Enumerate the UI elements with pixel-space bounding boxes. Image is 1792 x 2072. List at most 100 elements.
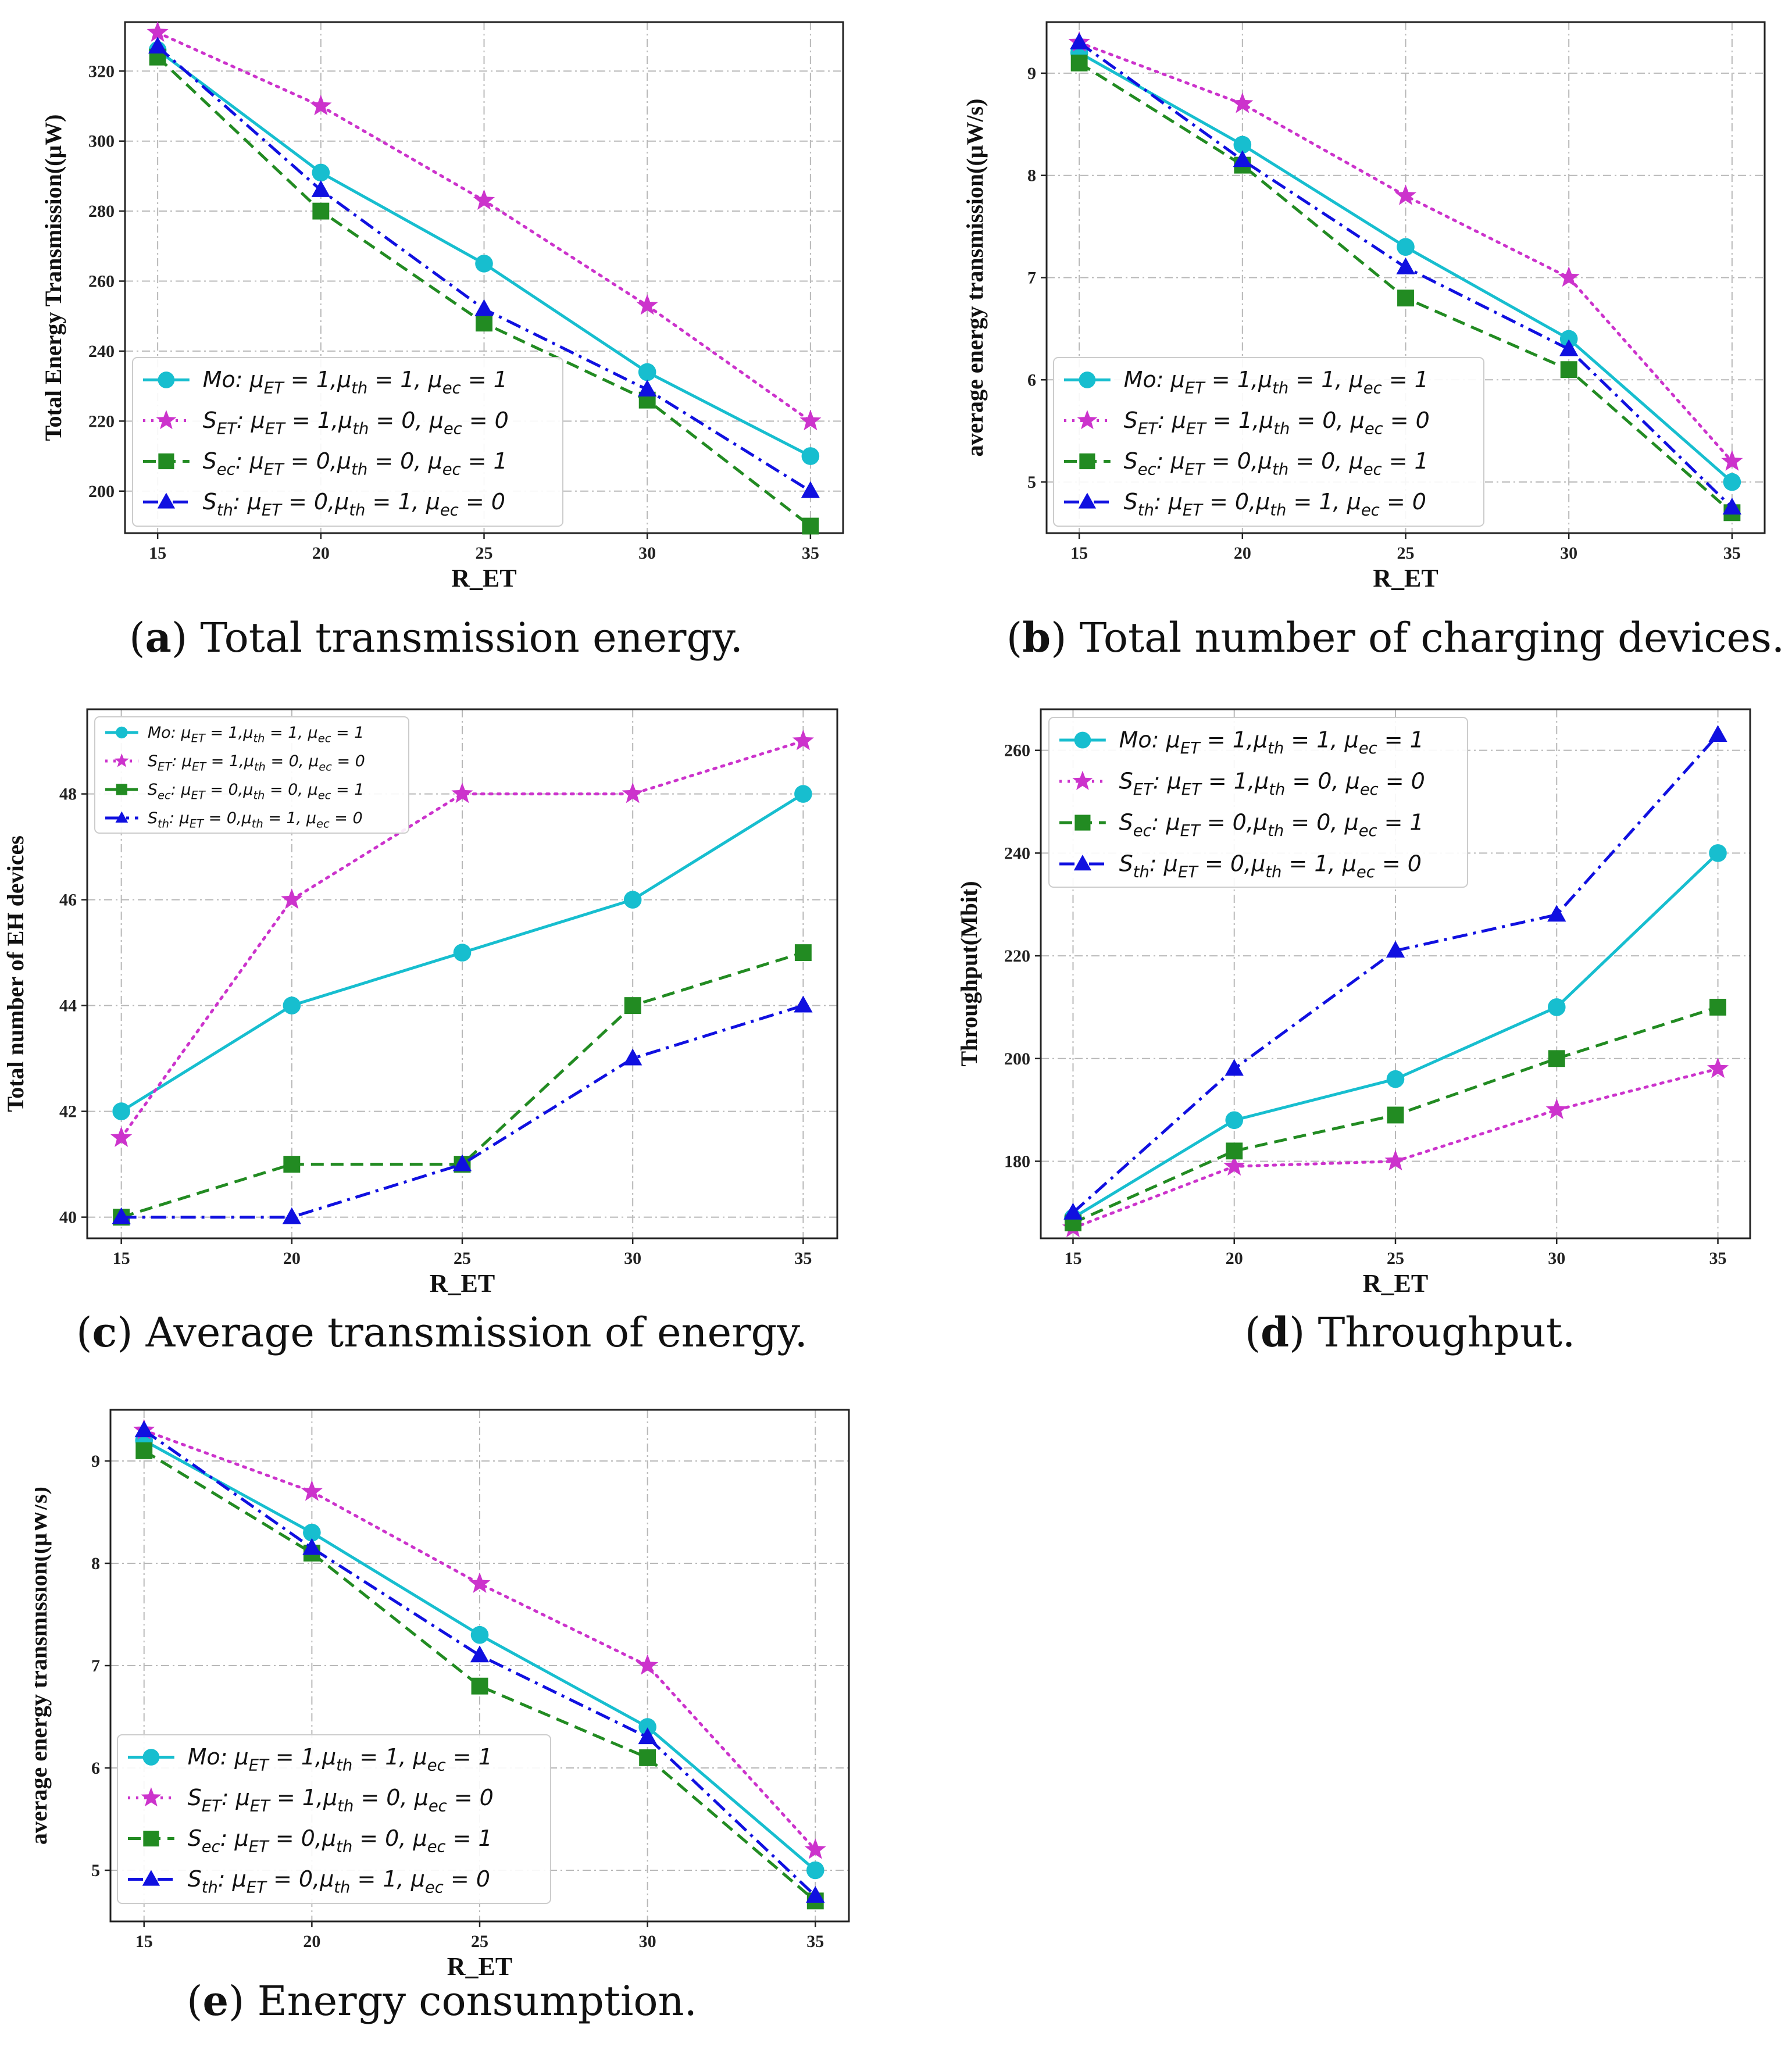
data-point xyxy=(476,315,492,332)
x-tick-label: 35 xyxy=(806,1932,824,1951)
data-point xyxy=(1397,238,1415,256)
legend-label: SET: μET = 1,μth = 0, μec = 0 xyxy=(148,752,365,774)
data-point xyxy=(148,37,167,54)
subplot-d: 15 20 25 30 35 180 200 220 240 260 R_ET Throughput(… xyxy=(907,686,1792,1314)
data-point xyxy=(282,1207,301,1224)
data-point xyxy=(804,1838,826,1859)
legend-label: Mo: μET = 1,μth = 1, μec = 1 xyxy=(148,724,364,745)
x-tick-label: 20 xyxy=(1234,544,1251,563)
caption-e: (e) Energy consumption. xyxy=(187,1977,697,2025)
y-axis-label: Throughput(Mbit) xyxy=(956,881,982,1066)
legend-marker xyxy=(1078,492,1097,509)
caption-c: (c) Average transmission of energy. xyxy=(76,1308,808,1356)
data-point xyxy=(283,996,301,1014)
y-tick-label: 46 xyxy=(59,891,77,910)
caption-letter: e xyxy=(202,1977,229,2025)
subplot-c: 15 20 25 30 35 40 42 44 46 48 R_ET Total number of … xyxy=(0,686,872,1314)
data-point xyxy=(801,481,820,498)
data-point xyxy=(1548,1050,1565,1067)
x-tick-label: 20 xyxy=(312,544,330,563)
data-point xyxy=(473,189,495,210)
data-point xyxy=(1070,54,1088,72)
y-tick-label: 9 xyxy=(91,1452,100,1471)
legend-label: Sec: μET = 0,μth = 0, μec = 1 xyxy=(188,1825,492,1856)
legend: Mo: μET = 1,μth = 1, μec = 1 SET: μET = 1… xyxy=(1048,717,1468,888)
data-point xyxy=(806,1861,824,1880)
series-2 xyxy=(149,48,819,535)
x-tick-label: 35 xyxy=(1709,1249,1727,1268)
x-tick-label: 30 xyxy=(638,544,656,563)
legend-marker xyxy=(116,726,128,739)
legend-marker xyxy=(114,753,129,767)
x-tick-label: 15 xyxy=(113,1249,130,1268)
data-point xyxy=(312,202,330,220)
data-point xyxy=(1069,33,1089,50)
legend-label: Sth: μET = 0,μth = 1, μec = 0 xyxy=(1119,851,1422,882)
data-point xyxy=(638,380,657,397)
y-tick-label: 220 xyxy=(1004,946,1030,966)
data-point xyxy=(1226,1142,1243,1160)
data-point xyxy=(1223,1155,1245,1176)
caption-letter: b xyxy=(1022,613,1051,662)
data-point xyxy=(1397,290,1414,307)
x-tick-label: 15 xyxy=(149,544,166,563)
x-tick-label: 30 xyxy=(1560,544,1577,563)
caption-letter: c xyxy=(92,1308,117,1356)
x-tick-label: 35 xyxy=(802,544,819,563)
x-tick-label: 35 xyxy=(794,1249,812,1268)
x-axis-label: R_ET xyxy=(451,564,516,592)
data-point xyxy=(799,409,822,431)
caption-text: Energy consumption. xyxy=(257,1977,697,2025)
x-tick-label: 20 xyxy=(283,1249,301,1268)
legend-marker xyxy=(142,1749,160,1766)
y-tick-label: 300 xyxy=(88,132,115,151)
data-point xyxy=(636,294,658,315)
chart-e: 15 20 25 30 35 5 6 7 8 9 R_ET average energy transm… xyxy=(35,1409,850,1981)
legend-label: SET: μET = 1,μth = 0, μec = 0 xyxy=(203,408,509,438)
legend-label: Sth: μET = 0,μth = 1, μec = 0 xyxy=(188,1866,490,1897)
series-3 xyxy=(112,995,813,1224)
data-point xyxy=(1384,1149,1407,1171)
data-point xyxy=(1545,1098,1568,1119)
y-axis-label: Total Energy Transmission((μW) xyxy=(40,115,66,441)
y-tick-label: 7 xyxy=(1027,269,1036,288)
legend-marker xyxy=(156,410,177,430)
legend-label: Sec: μET = 0,μth = 0, μec = 1 xyxy=(1119,810,1424,841)
series-line xyxy=(143,1449,816,1902)
series-1 xyxy=(110,730,814,1147)
caption-a: (a) Total transmission energy. xyxy=(129,613,743,662)
y-tick-label: 40 xyxy=(59,1208,77,1227)
caption-d: (d) Throughput. xyxy=(1244,1308,1576,1356)
data-point xyxy=(801,447,820,465)
x-tick-label: 15 xyxy=(1070,544,1088,563)
y-tick-label: 9 xyxy=(1027,64,1036,83)
caption-text: Total transmission energy. xyxy=(200,614,743,662)
legend-label: Mo: μET = 1,μth = 1, μec = 1 xyxy=(1124,367,1429,398)
legend-frame xyxy=(94,716,409,834)
y-tick-label: 260 xyxy=(88,272,115,291)
series-line xyxy=(120,740,805,1139)
y-tick-label: 200 xyxy=(1004,1049,1030,1069)
data-point xyxy=(1063,1202,1083,1220)
y-tick-label: 180 xyxy=(1004,1152,1030,1171)
subplot-a: 15 20 25 30 35 200 220 240 260 280 300 320 R_ET Total… xyxy=(0,0,872,616)
legend: Mo: μET = 1,μth = 1, μec = 1 SET: μET = 1… xyxy=(132,357,563,527)
data-point xyxy=(1386,1070,1405,1088)
x-tick-label: 30 xyxy=(639,1932,656,1951)
legend-marker xyxy=(158,453,174,470)
y-tick-label: 220 xyxy=(88,412,115,431)
data-point xyxy=(112,1102,130,1120)
data-point xyxy=(1707,1057,1729,1078)
legend-label: SET: μET = 1,μth = 0, μec = 0 xyxy=(1119,769,1425,799)
data-point xyxy=(623,891,642,909)
legend-label: Sec: μET = 0,μth = 0, μec = 1 xyxy=(203,448,508,479)
legend-label: Sec: μET = 0,μth = 0, μec = 1 xyxy=(1124,448,1429,479)
data-point xyxy=(624,997,641,1014)
x-tick-label: 25 xyxy=(1397,544,1415,563)
legend-label: Sec: μET = 0,μth = 0, μec = 1 xyxy=(148,781,364,802)
data-point xyxy=(110,1126,133,1147)
data-point xyxy=(1559,330,1578,348)
x-tick-label: 35 xyxy=(1723,544,1741,563)
data-point xyxy=(794,944,812,962)
caption-letter: a xyxy=(145,613,172,662)
